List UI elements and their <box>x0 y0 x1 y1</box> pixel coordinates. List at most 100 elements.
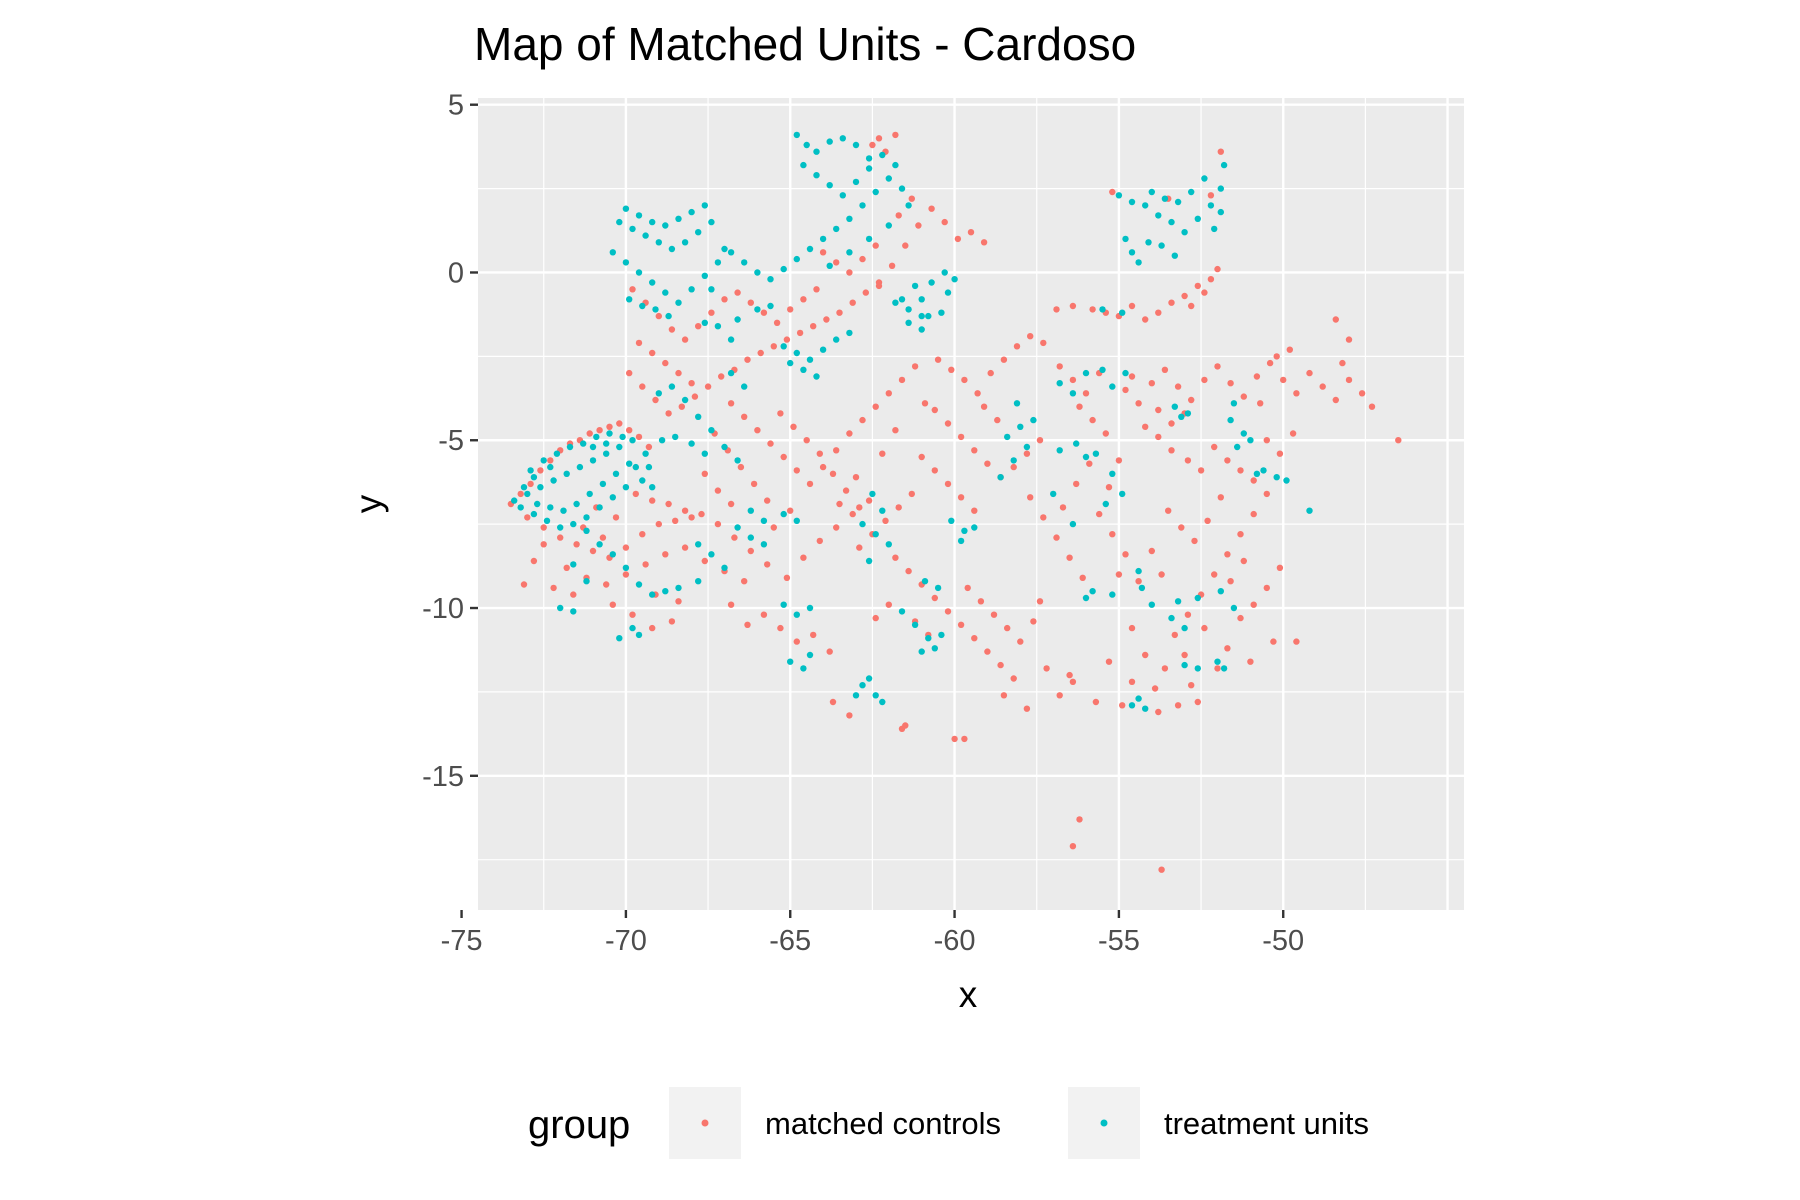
legend-dot-treatment-units <box>1100 1119 1108 1127</box>
data-point <box>997 474 1004 481</box>
data-point <box>609 494 616 501</box>
data-point <box>934 584 942 592</box>
data-point <box>984 460 991 467</box>
data-point <box>931 645 938 652</box>
data-point <box>1270 638 1277 645</box>
data-point <box>1345 336 1353 343</box>
data-point <box>879 450 886 457</box>
data-point <box>1004 624 1011 632</box>
data-point <box>1250 601 1257 608</box>
data-point <box>698 510 705 518</box>
data-point <box>1211 225 1218 233</box>
data-point <box>747 547 754 555</box>
y-tick-label: -5 <box>438 425 464 457</box>
data-point <box>1128 198 1136 206</box>
data-point <box>787 359 794 367</box>
data-point <box>1158 242 1165 249</box>
data-point <box>547 457 554 464</box>
data-point <box>1188 682 1195 689</box>
data-point <box>1030 618 1037 625</box>
data-point <box>655 390 662 397</box>
data-point <box>1023 450 1031 457</box>
data-point <box>865 165 873 172</box>
data-point <box>701 470 708 477</box>
data-point <box>954 235 962 243</box>
data-point <box>547 504 554 511</box>
data-point <box>635 212 643 219</box>
data-point <box>1181 661 1188 669</box>
data-point <box>1056 363 1063 370</box>
data-point <box>760 309 768 316</box>
data-point <box>971 507 978 514</box>
data-point <box>856 504 863 511</box>
data-point <box>938 631 945 639</box>
data-point <box>1119 309 1126 316</box>
data-point <box>1197 467 1205 474</box>
data-point <box>629 286 636 293</box>
data-point <box>918 453 925 461</box>
data-point <box>1395 437 1402 444</box>
data-point <box>560 507 567 514</box>
data-point <box>586 490 593 498</box>
chart-title: Map of Matched Units - Cardoso <box>474 18 1136 70</box>
data-point <box>1135 578 1142 585</box>
data-point <box>1056 692 1063 699</box>
data-point <box>872 403 879 410</box>
data-point <box>580 440 587 447</box>
data-point <box>1178 413 1185 420</box>
data-point <box>662 222 669 229</box>
data-point <box>616 420 623 427</box>
data-point <box>734 289 741 296</box>
data-point <box>612 514 620 521</box>
data-point <box>852 141 860 149</box>
data-point <box>1089 306 1096 313</box>
data-point <box>1076 403 1083 410</box>
data-point <box>524 490 531 498</box>
data-point <box>737 463 745 471</box>
y-tick-label: 0 <box>448 257 464 289</box>
data-point <box>557 534 564 541</box>
data-point <box>695 413 702 420</box>
data-point <box>865 675 873 682</box>
data-point <box>1181 229 1188 236</box>
data-point <box>662 551 669 558</box>
data-point <box>714 259 722 266</box>
data-point <box>603 450 610 457</box>
data-point <box>895 504 902 511</box>
legend-title: group <box>528 1103 630 1147</box>
data-point <box>649 218 656 226</box>
data-point <box>649 279 656 286</box>
data-point <box>603 581 610 588</box>
data-point <box>734 524 741 531</box>
data-point <box>826 262 833 269</box>
data-point <box>826 182 833 189</box>
data-point <box>1000 356 1008 363</box>
data-point <box>675 598 682 605</box>
data-point <box>980 239 988 246</box>
data-point <box>846 430 853 437</box>
data-point <box>1099 306 1106 313</box>
data-point <box>1115 457 1123 464</box>
data-point <box>1358 390 1366 397</box>
data-point <box>1161 366 1169 373</box>
data-point <box>892 554 899 561</box>
data-point <box>1079 574 1086 581</box>
data-point <box>1234 443 1241 451</box>
data-point <box>800 366 807 373</box>
data-point <box>842 487 850 494</box>
data-point <box>629 437 636 444</box>
data-point <box>622 564 630 571</box>
x-tick-label: -55 <box>1098 925 1140 957</box>
data-point <box>550 584 557 592</box>
data-point <box>609 249 616 256</box>
data-point <box>1181 651 1188 659</box>
data-point <box>783 336 791 343</box>
data-point <box>944 420 952 427</box>
x-tick-label: -75 <box>441 925 483 957</box>
data-point <box>1148 547 1156 555</box>
data-point <box>619 433 626 441</box>
data-point <box>787 658 794 665</box>
data-point <box>783 574 791 581</box>
data-point <box>691 393 699 400</box>
data-point <box>596 427 603 434</box>
